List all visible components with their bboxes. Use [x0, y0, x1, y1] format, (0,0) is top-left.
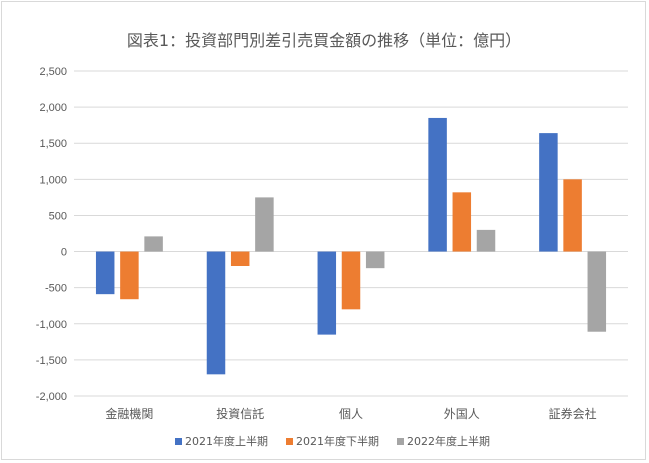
bar — [255, 197, 274, 252]
y-tick-label: -1,000 — [36, 319, 67, 331]
x-axis-category-labels: 金融機関 投資信託 個人 外国人 証券会社 — [105, 406, 596, 421]
legend-label: 2021年度下半期 — [296, 434, 379, 448]
legend-swatch — [175, 438, 182, 445]
bar — [428, 117, 447, 252]
bars — [95, 117, 607, 375]
category-label: 個人 — [339, 407, 363, 421]
y-tick-label: 1,000 — [39, 174, 67, 186]
y-tick-label: -1,500 — [36, 355, 67, 367]
bar — [341, 251, 361, 310]
category-label: 金融機関 — [105, 406, 153, 421]
bar — [95, 251, 115, 295]
category-label: 証券会社 — [549, 406, 597, 421]
category-label: 外国人 — [444, 407, 480, 421]
y-tick-label: -500 — [45, 283, 67, 295]
bar — [230, 251, 250, 266]
y-tick-label: 2,000 — [39, 102, 67, 114]
legend-label: 2022年度上半期 — [407, 434, 490, 448]
gridlines — [74, 70, 628, 397]
legend-swatch — [397, 438, 404, 445]
bar — [120, 251, 139, 300]
y-tick-label: -2,000 — [36, 391, 67, 403]
bar — [563, 179, 582, 252]
chart-title: 図表1：投資部門別差引売買金額の推移（単位：億円） — [127, 31, 521, 50]
legend-swatch — [286, 438, 293, 445]
y-axis-tick-labels: 2,500 2,000 1,500 1,000 500 0 -500 -1,000 -1,500… — [36, 66, 67, 403]
bar — [587, 251, 607, 332]
y-tick-label: 2,500 — [39, 66, 67, 78]
y-tick-label: 500 — [49, 210, 67, 222]
y-tick-label: 0 — [61, 247, 67, 259]
legend: 2021年度上半期 2021年度下半期 2022年度上半期 — [175, 434, 490, 448]
bar — [539, 133, 558, 252]
legend-label: 2021年度上半期 — [185, 434, 268, 448]
bar — [452, 192, 472, 252]
bar — [365, 251, 385, 269]
bar — [317, 251, 337, 335]
bar — [206, 251, 226, 375]
category-label: 投資信託 — [216, 406, 264, 421]
y-tick-label: 1,500 — [39, 138, 67, 150]
bar — [476, 229, 496, 252]
bar — [144, 236, 163, 252]
